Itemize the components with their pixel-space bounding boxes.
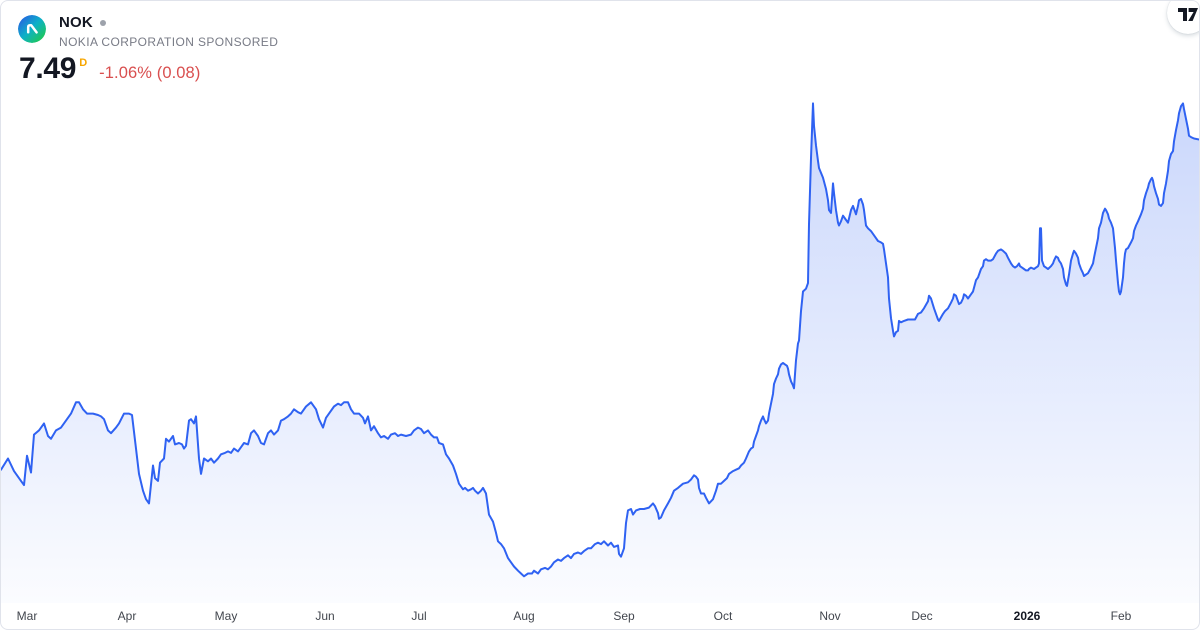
price-change: -1.06% (0.08) [99,64,201,82]
time-axis-label: Sep [613,609,635,623]
time-axis-label: Apr [117,609,137,623]
price-line [1,102,1199,578]
symbol-description: NOKIA CORPORATION SPONSORED [59,35,279,49]
symbol-title-row[interactable]: NOK [59,15,278,31]
time-axis-label: Nov [819,609,841,623]
symbol-ticker: NOK [59,14,93,31]
time-axis-label: Mar [16,609,38,623]
interval-badge: D [79,57,88,69]
time-axis-label: 2026 [1013,609,1041,623]
time-axis-label: Jul [411,609,427,623]
time-axis: Mar Apr May Jun Jul Aug Sep Oct Nov Dec 2026 Feb [1,599,1199,629]
time-axis-label: May [214,609,238,623]
price-area-fill [1,103,1199,603]
time-axis-label: Jun [315,609,335,623]
market-status-dot-icon [99,20,106,26]
last-price: 7.49 [19,52,77,85]
quote-row: 7.49 D -1.06% (0.08) [19,53,200,85]
tradingview-mark-icon [1178,8,1198,21]
time-axis-label: Oct [713,609,733,623]
symbol-titles: NOK NOKIA CORPORATION SPONSORED [59,15,278,49]
time-axis-label: Dec [911,609,933,623]
widget-header: NOK NOKIA CORPORATION SPONSORED [18,15,278,49]
nokia-logo-icon[interactable] [18,15,46,43]
time-axis-label: Feb [1110,609,1132,623]
time-axis-label: Aug [513,609,535,623]
